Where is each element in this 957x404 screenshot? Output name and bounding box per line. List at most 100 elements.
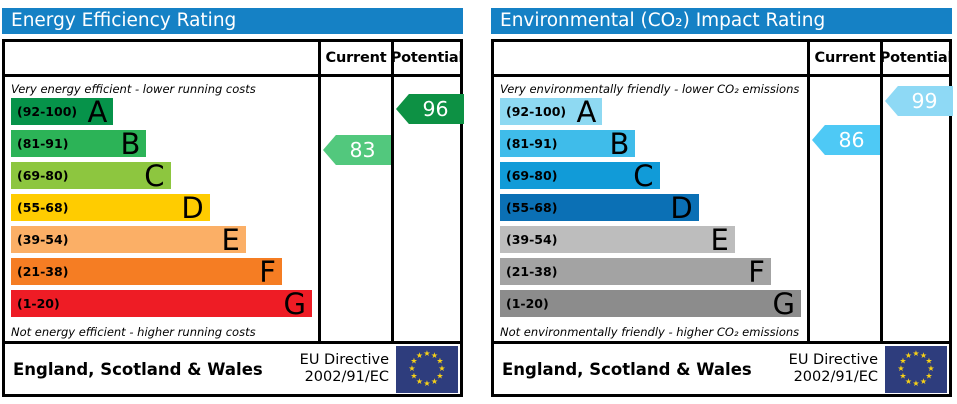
potential-column-header: Potential [880, 42, 952, 74]
band-row-f: (21-38) F [500, 254, 771, 289]
current-rating-arrow: 86 [812, 125, 880, 155]
current-column-header: Current [807, 42, 880, 74]
region-label: England, Scotland & Wales [13, 359, 263, 379]
band-range: (39-54) [17, 232, 69, 247]
energy-rating-table: Current Potential Very energy efficient … [2, 39, 464, 397]
band-letter: G [283, 286, 306, 321]
star-icon: ★ [408, 364, 416, 373]
star-icon: ★ [904, 351, 913, 361]
band-range: (69-80) [17, 168, 69, 183]
star-icon: ★ [912, 349, 920, 358]
band-row-g: (1-20) G [11, 286, 312, 321]
band-letter: F [748, 254, 765, 289]
environmental-rating-table: Current Potential Very environmentally f… [491, 39, 953, 397]
band-row-b: (81-91) B [500, 129, 636, 158]
band-row-c: (69-80) C [500, 161, 660, 190]
environmental-panel-title: Environmental (CO₂) Impact Rating [491, 8, 952, 34]
band-letter: A [576, 94, 597, 129]
rating-body-row: Very environmentally friendly - lower CO… [494, 77, 953, 341]
top-caption: Very energy efficient - lower running co… [11, 81, 256, 96]
band-range: (69-80) [506, 168, 558, 183]
eu-directive-line1: EU Directive [788, 351, 878, 368]
star-icon: ★ [430, 351, 439, 361]
band-letter: D [181, 190, 204, 225]
star-icon: ★ [925, 356, 933, 366]
chart-header-spacer [5, 42, 318, 74]
band-list: (92-100) A (81-91) B (69-80) C (55-68) [11, 94, 312, 322]
star-icon: ★ [410, 371, 418, 381]
current-rating-value: 83 [349, 138, 376, 162]
band-list: (92-100) A (81-91) B (69-80) C (55-68) [500, 94, 801, 322]
star-icon: ★ [899, 356, 907, 366]
band-row-d: (55-68) D [11, 190, 210, 225]
potential-rating-arrow: 99 [885, 86, 953, 116]
band-letter: D [670, 190, 693, 225]
star-icon: ★ [436, 371, 444, 381]
eu-flag-icon: ★ ★ ★ ★ ★ ★ ★ ★ ★ ★ ★ ★ [885, 345, 947, 393]
potential-rating-value: 96 [422, 97, 449, 121]
band-letter: B [120, 126, 141, 161]
band-range: (39-54) [506, 232, 558, 247]
star-icon: ★ [430, 376, 439, 386]
potential-rating-arrow: 96 [396, 94, 464, 124]
current-rating-cell: 83 [318, 77, 391, 341]
band-range: (81-91) [17, 136, 69, 151]
band-range: (55-68) [17, 200, 69, 215]
potential-rating-value: 99 [911, 89, 938, 113]
footer-row: England, Scotland & Wales EU Directive 2… [5, 341, 460, 394]
column-header-row: Current Potential [5, 42, 463, 77]
star-icon: ★ [927, 364, 935, 373]
chart-header-spacer [494, 42, 807, 74]
band-row-b: (81-91) B [11, 126, 147, 161]
star-icon: ★ [423, 349, 431, 358]
star-icon: ★ [904, 376, 913, 386]
band-letter: A [87, 94, 108, 129]
band-range: (21-38) [506, 264, 558, 279]
band-letter: G [772, 286, 795, 321]
band-range: (92-100) [17, 104, 78, 119]
environmental-impact-panel: Environmental (CO₂) Impact Rating Curren… [491, 8, 953, 397]
energy-band-chart: Very energy efficient - lower running co… [5, 77, 318, 341]
band-letter: C [144, 158, 165, 193]
band-range: (1-20) [506, 296, 549, 311]
bottom-caption: Not energy efficient - higher running co… [11, 324, 256, 339]
star-icon: ★ [423, 379, 431, 388]
eu-directive-label: EU Directive 2002/91/EC [300, 352, 389, 386]
band-row-a: (92-100) A [11, 94, 114, 129]
potential-column-header: Potential [391, 42, 463, 74]
potential-rating-cell: 99 [880, 77, 953, 341]
potential-rating-cell: 96 [391, 77, 464, 341]
band-row-e: (39-54) E [500, 222, 735, 257]
star-icon: ★ [415, 376, 424, 386]
band-row-a: (92-100) A [500, 94, 603, 129]
band-range: (81-91) [506, 136, 558, 151]
energy-panel-title: Energy Efficiency Rating [2, 8, 463, 34]
star-icon: ★ [415, 351, 424, 361]
star-icon: ★ [899, 371, 907, 381]
region-label: England, Scotland & Wales [502, 359, 752, 379]
band-range: (92-100) [506, 104, 567, 119]
band-row-e: (39-54) E [11, 222, 246, 257]
band-letter: E [221, 222, 240, 257]
eu-flag-icon: ★ ★ ★ ★ ★ ★ ★ ★ ★ ★ ★ ★ [396, 345, 458, 393]
star-icon: ★ [436, 356, 444, 366]
current-rating-cell: 86 [807, 77, 880, 341]
energy-efficiency-panel: Energy Efficiency Rating Current Potenti… [2, 8, 464, 397]
band-row-d: (55-68) D [500, 190, 699, 225]
star-icon: ★ [438, 364, 446, 373]
rating-body-row: Very energy efficient - lower running co… [5, 77, 464, 341]
column-header-row: Current Potential [494, 42, 952, 77]
top-caption: Very environmentally friendly - lower CO… [500, 81, 800, 96]
current-column-header: Current [318, 42, 391, 74]
environmental-band-chart: Very environmentally friendly - lower CO… [494, 77, 807, 341]
current-rating-value: 86 [838, 128, 865, 152]
bottom-caption: Not environmentally friendly - higher CO… [500, 324, 800, 339]
star-icon: ★ [897, 364, 905, 373]
band-letter: E [710, 222, 729, 257]
band-row-c: (69-80) C [11, 158, 171, 193]
band-row-f: (21-38) F [11, 254, 282, 289]
band-letter: F [259, 254, 276, 289]
star-icon: ★ [919, 351, 928, 361]
band-range: (1-20) [17, 296, 60, 311]
